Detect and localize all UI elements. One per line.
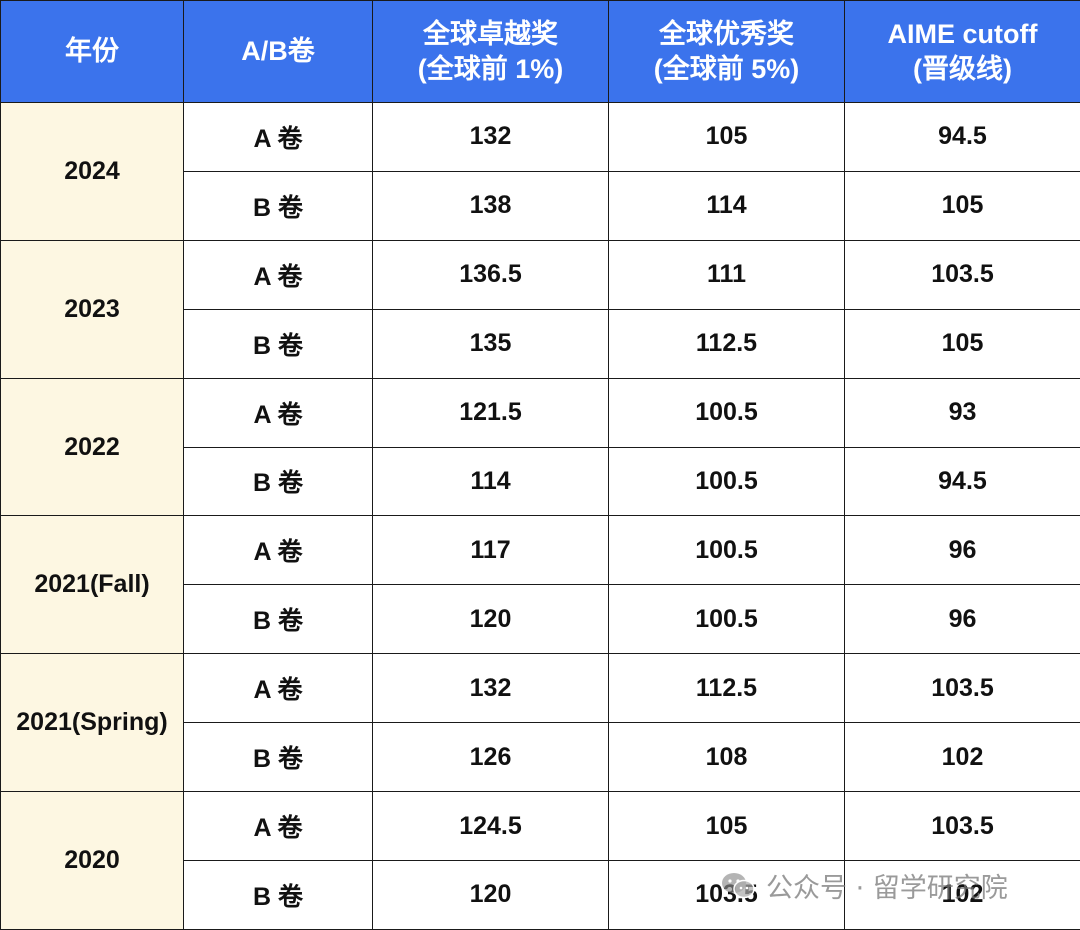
aime-cell: 105 (844, 308, 1080, 379)
aime-cell: 102 (844, 859, 1080, 930)
merit-cell: 100.5 (608, 515, 845, 586)
aime-cell: 102 (844, 722, 1080, 793)
header-paper: A/B卷 (183, 0, 373, 103)
excellence-cell: 120 (372, 859, 609, 930)
excellence-cell: 132 (372, 102, 609, 172)
merit-cell: 105 (608, 791, 845, 861)
paper-cell: A 卷 (183, 791, 373, 861)
merit-cell: 105 (608, 102, 845, 172)
table-row: 2020 A 卷 124.5 105 103.5 (0, 791, 1080, 930)
aime-cell: 94.5 (844, 102, 1080, 172)
header-merit-title: 全球优秀奖 (659, 18, 794, 49)
paper-cell: A 卷 (183, 377, 373, 448)
header-excellence-title: 全球卓越奖 (423, 18, 558, 49)
merit-cell: 100.5 (608, 377, 845, 448)
paper-cell: B 卷 (183, 722, 373, 793)
table-row: 2022 A 卷 121.5 100.5 93 (0, 377, 1080, 517)
paper-cell: A 卷 (183, 239, 373, 310)
excellence-cell: 117 (372, 515, 609, 586)
aime-cell: 103.5 (844, 791, 1080, 861)
year-cell: 2022 (0, 377, 184, 517)
aime-cell: 105 (844, 170, 1080, 241)
header-merit-note: (全球前 5%) (653, 53, 800, 84)
excellence-cell: 138 (372, 170, 609, 241)
aime-cell: 93 (844, 377, 1080, 448)
table-row: B 卷 135 112.5 105 (1, 308, 1080, 379)
paper-cell: B 卷 (183, 584, 373, 655)
merit-cell: 111 (608, 239, 845, 310)
merit-cell: 112.5 (608, 653, 845, 724)
header-excellence: 全球卓越奖 (全球前 1%) (372, 0, 609, 103)
merit-cell: 103.5 (608, 859, 845, 930)
paper-cell: A 卷 (183, 102, 373, 172)
table-row: 2023 A 卷 136.5 111 103.5 (0, 239, 1080, 379)
excellence-cell: 120 (372, 584, 609, 655)
merit-cell: 112.5 (608, 308, 845, 379)
paper-cell: B 卷 (183, 446, 373, 517)
paper-cell: B 卷 (183, 308, 373, 379)
year-cell: 2020 (0, 791, 184, 930)
table-row: B 卷 114 100.5 94.5 (1, 446, 1080, 517)
header-year: 年份 (0, 0, 184, 103)
table-row: 2021(Spring) A 卷 132 112.5 103.5 (0, 653, 1080, 793)
header-excellence-note: (全球前 1%) (417, 53, 564, 84)
table-row: B 卷 126 108 102 (1, 722, 1080, 793)
table-row: B 卷 120 103.5 102 (1, 859, 1080, 930)
table-row: 2021(Fall) A 卷 117 100.5 96 (0, 515, 1080, 655)
table-row: B 卷 120 100.5 96 (1, 584, 1080, 655)
aime-cell: 96 (844, 515, 1080, 586)
table-row: 2024 A 卷 132 105 94.5 (0, 102, 1080, 241)
merit-cell: 108 (608, 722, 845, 793)
header-aime-note: (晋级线) (913, 53, 1012, 84)
header-aime: AIME cutoff (晋级线) (844, 0, 1080, 103)
excellence-cell: 121.5 (372, 377, 609, 448)
year-cell: 2021(Spring) (0, 653, 184, 793)
year-cell: 2024 (0, 102, 184, 241)
excellence-cell: 124.5 (372, 791, 609, 861)
merit-cell: 114 (608, 170, 845, 241)
paper-cell: B 卷 (183, 859, 373, 930)
header-merit: 全球优秀奖 (全球前 5%) (608, 0, 845, 103)
year-cell: 2023 (0, 239, 184, 379)
excellence-cell: 126 (372, 722, 609, 793)
aime-cell: 103.5 (844, 239, 1080, 310)
aime-cell: 96 (844, 584, 1080, 655)
merit-cell: 100.5 (608, 446, 845, 517)
paper-cell: B 卷 (183, 170, 373, 241)
excellence-cell: 136.5 (372, 239, 609, 310)
header-aime-title: AIME cutoff (887, 18, 1038, 49)
paper-cell: A 卷 (183, 653, 373, 724)
aime-cell: 94.5 (844, 446, 1080, 517)
excellence-cell: 114 (372, 446, 609, 517)
year-cell: 2021(Fall) (0, 515, 184, 655)
merit-cell: 100.5 (608, 584, 845, 655)
paper-cell: A 卷 (183, 515, 373, 586)
aime-cell: 103.5 (844, 653, 1080, 724)
excellence-cell: 132 (372, 653, 609, 724)
header-row: 年份 A/B卷 全球卓越奖 (全球前 1%) 全球优秀奖 (全球前 5%) AI… (0, 0, 1080, 103)
excellence-cell: 135 (372, 308, 609, 379)
